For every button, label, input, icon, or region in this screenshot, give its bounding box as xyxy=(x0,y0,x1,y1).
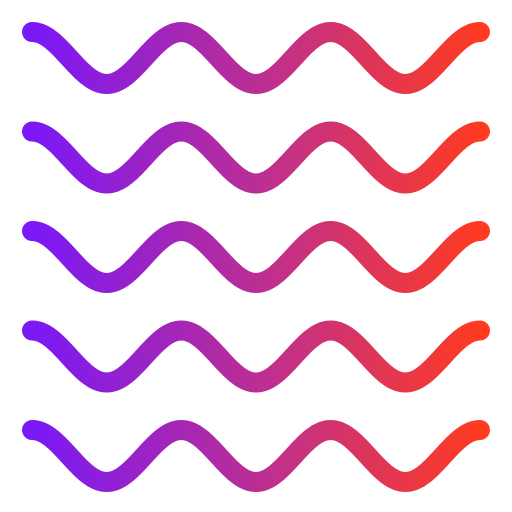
wave-line-5 xyxy=(22,420,490,492)
wave-line-2 xyxy=(22,121,490,194)
wave-line-3 xyxy=(22,221,490,293)
wave-line-4 xyxy=(22,320,490,393)
wave-lines-group xyxy=(22,22,490,492)
wave-line-1 xyxy=(22,22,490,94)
